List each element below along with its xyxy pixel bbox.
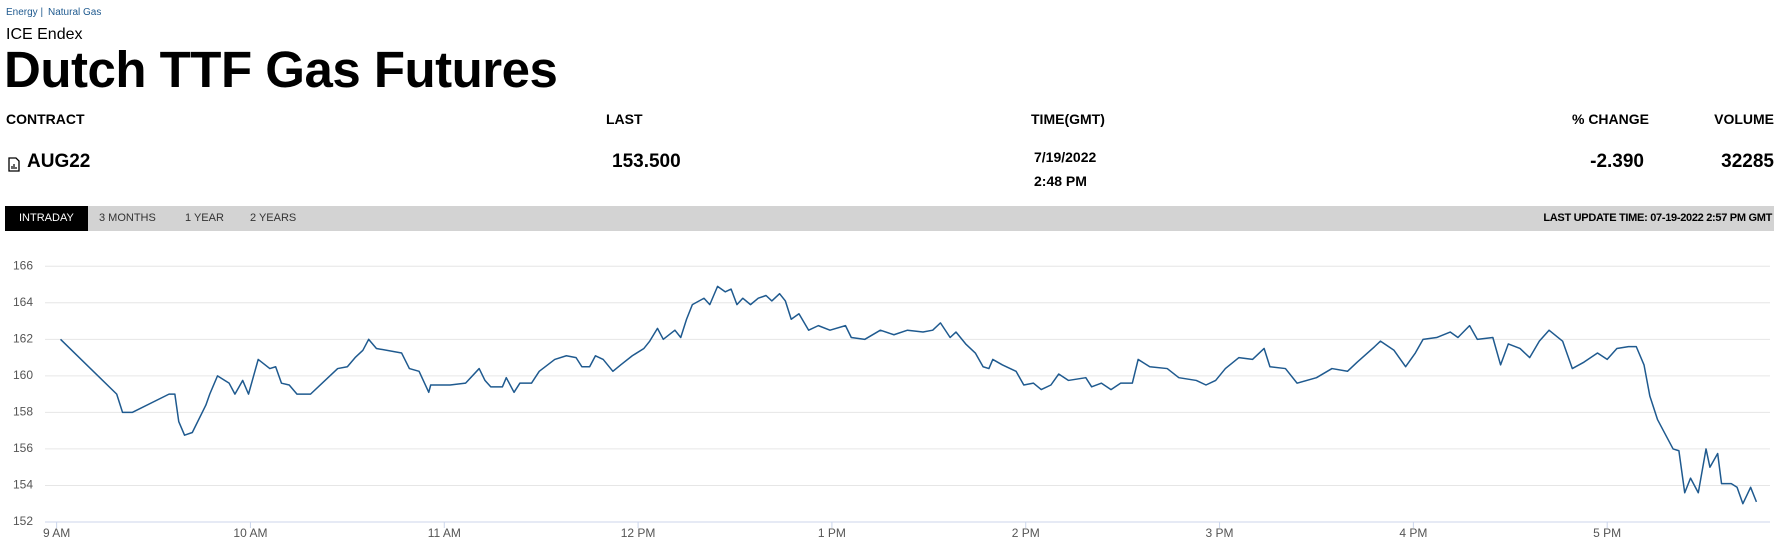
tab-bar <box>5 206 1774 231</box>
x-tick-label: 12 PM <box>621 526 656 540</box>
column-header: VOLUME <box>1714 111 1774 127</box>
x-tick-label: 10 AM <box>233 526 267 540</box>
y-tick-label: 160 <box>13 368 33 382</box>
tab[interactable]: INTRADAY <box>5 206 88 231</box>
y-tick-label: 164 <box>13 295 33 309</box>
y-tick-label: 156 <box>13 441 33 455</box>
breadcrumb[interactable]: Natural Gas <box>48 7 102 18</box>
y-tick-label: 162 <box>13 332 33 346</box>
y-tick-label: 158 <box>13 405 33 419</box>
x-tick-label: 9 AM <box>43 526 70 540</box>
contract-icon[interactable] <box>8 157 20 172</box>
y-tick-label: 152 <box>13 514 33 528</box>
tab[interactable]: 2 YEARS <box>250 212 297 224</box>
percent-change: -2.390 <box>1590 151 1644 172</box>
x-tick-label: 3 PM <box>1206 526 1234 540</box>
y-tick-label: 166 <box>13 258 33 272</box>
x-tick-label: 4 PM <box>1399 526 1427 540</box>
contract[interactable]: AUG22 <box>27 151 91 172</box>
column-header: % CHANGE <box>1571 111 1649 127</box>
column-header: CONTRACT <box>6 111 85 127</box>
chart: 152 154 156 158 160 162 164 166 9 AM 10 AM 11 AM 12… <box>13 258 1770 540</box>
x-tick-label: 1 PM <box>818 526 846 540</box>
column-header: TIME(GMT) <box>1031 111 1105 127</box>
price-line <box>59 285 1758 505</box>
trade-date: 7/19/2022 <box>1034 149 1097 165</box>
column-header: LAST <box>606 111 643 127</box>
breadcrumb[interactable]: Energy | <box>6 7 44 18</box>
x-tick-label: 5 PM <box>1593 526 1621 540</box>
volume: 32285 <box>1721 151 1774 172</box>
x-tick-label: 11 AM <box>428 526 461 540</box>
page-title: Dutch TTF Gas Futures <box>4 41 558 98</box>
tab[interactable]: 3 MONTHS <box>99 212 156 224</box>
trade-time: 2:48 PM <box>1034 173 1087 189</box>
x-tick-label: 2 PM <box>1012 526 1040 540</box>
last-price: 153.500 <box>612 151 681 172</box>
y-tick-label: 154 <box>13 478 33 492</box>
last-update: LAST UPDATE TIME: 07-19-2022 2:57 PM GMT <box>1543 212 1772 224</box>
exchange: ICE Endex <box>6 26 83 43</box>
tab[interactable]: 1 YEAR <box>185 212 224 224</box>
